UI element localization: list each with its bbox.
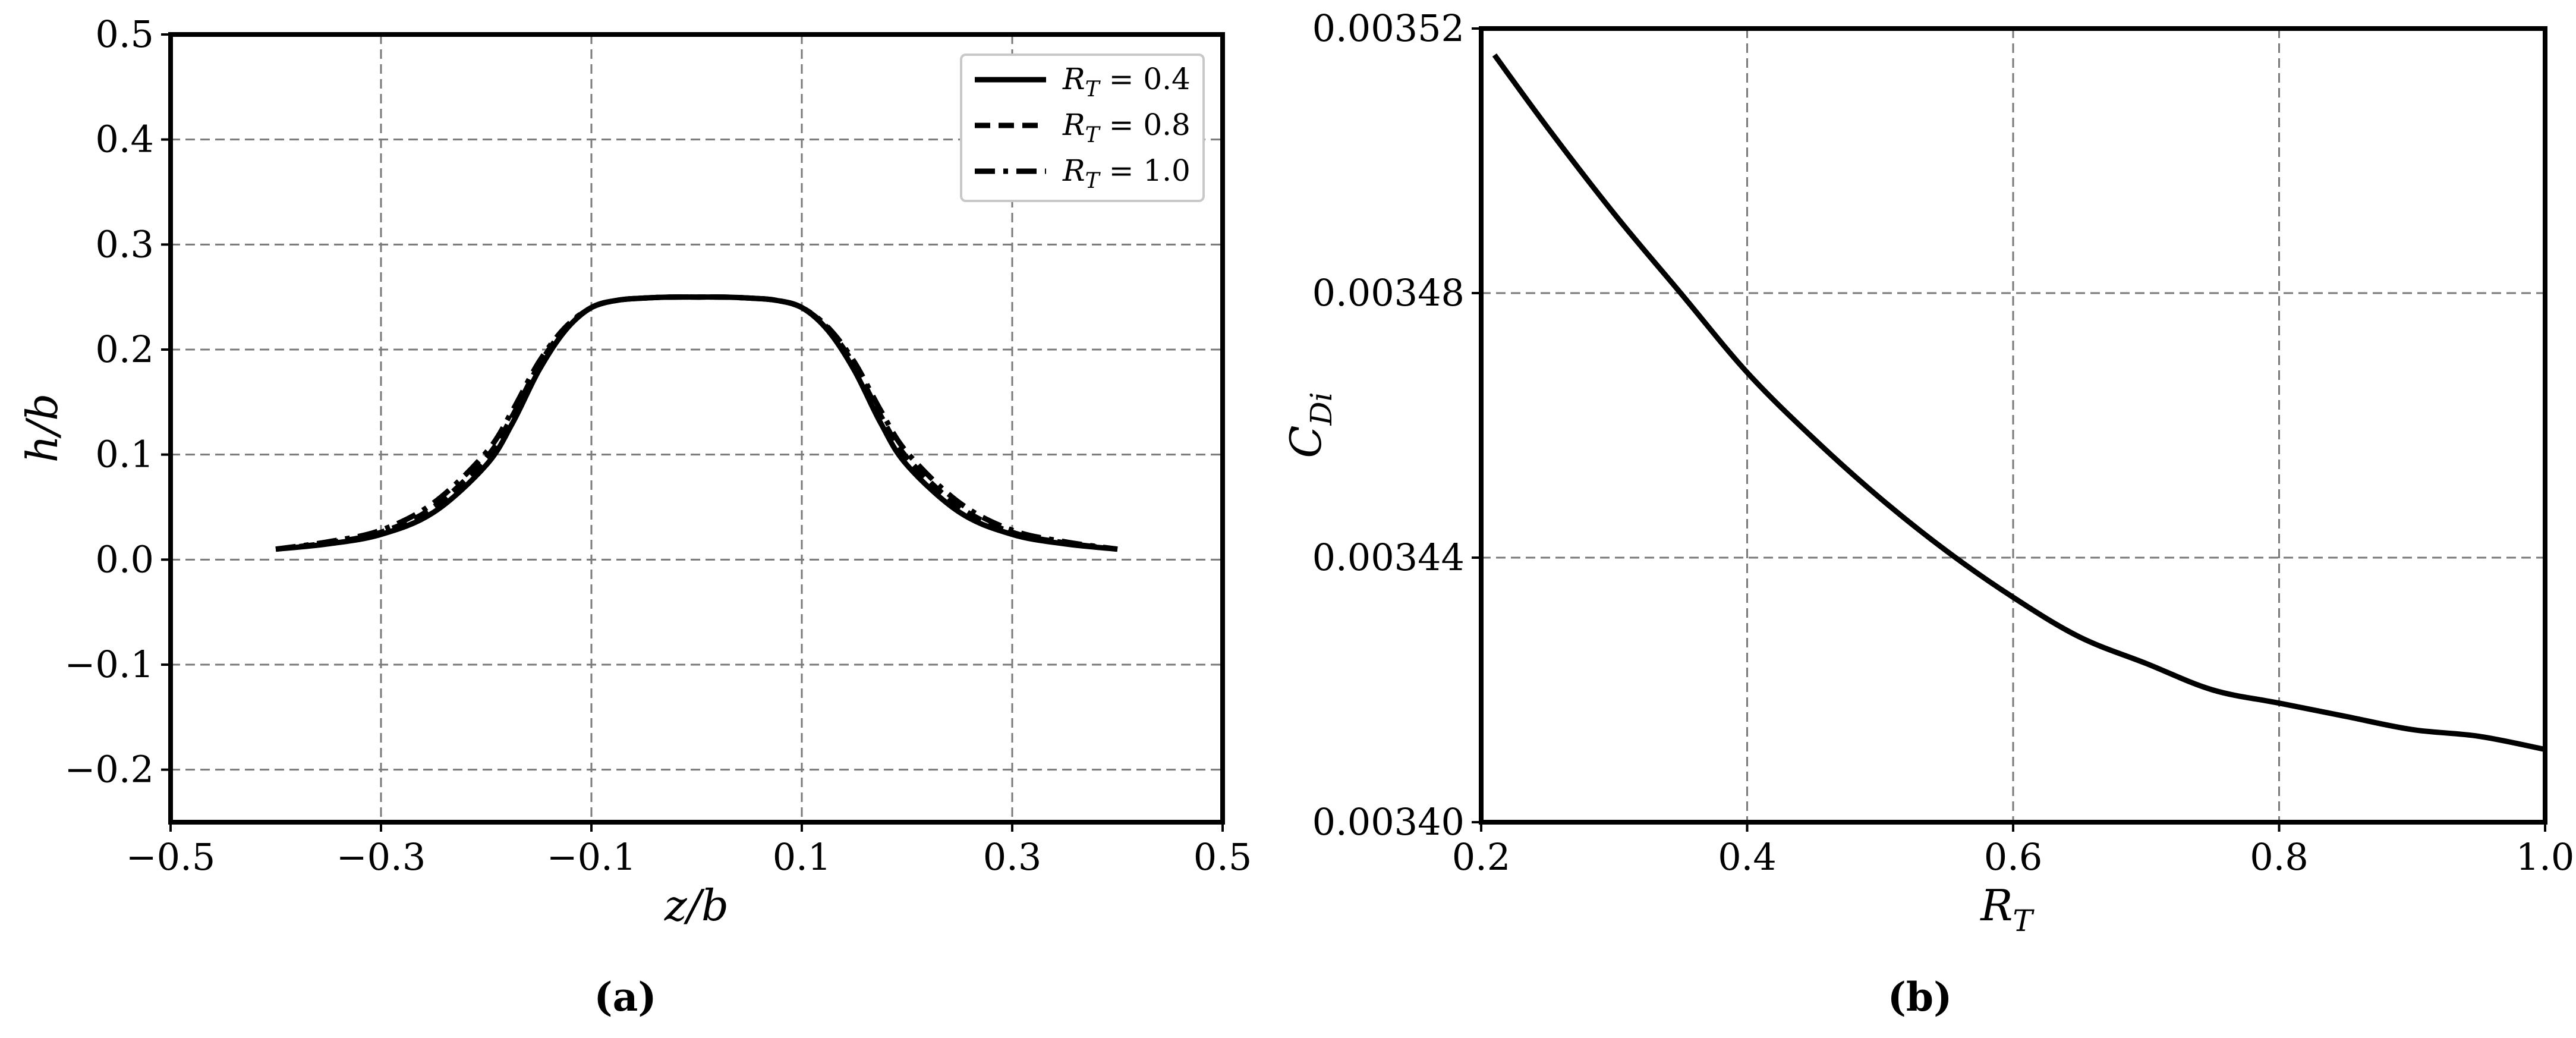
panel-a-xtick-label: −0.3 <box>336 835 426 879</box>
panel-b-ylabel: CDi <box>1281 392 1339 458</box>
panel-a-caption: (a) <box>594 974 656 1020</box>
panel-b-ytick-label: 0.00352 <box>1312 7 1465 50</box>
panel-a-series-line-2 <box>275 294 1118 552</box>
panel-a-ytick-label: −0.2 <box>64 748 154 791</box>
legend-label-1: RT = 0.4 <box>1062 62 1191 102</box>
panel-b-ticks: 0.2 0.4 0.6 0.8 1.0 0.00340 0.00344 0.00348 0.00… <box>1312 7 2575 879</box>
legend-box <box>960 54 1205 202</box>
panel-a-frame <box>168 32 1225 825</box>
panel-a-series-line-3 <box>275 294 1118 552</box>
panel-b-ytick-label: 0.00344 <box>1312 536 1465 579</box>
panel-a-xlabel: z/b <box>664 880 729 930</box>
panel-b-grid <box>1481 29 2545 822</box>
panel-a-ytick-label: 0.3 <box>95 222 154 266</box>
panel-b-ytick-label: 0.00348 <box>1312 271 1465 314</box>
panel-a-xtick-label: −0.1 <box>547 835 637 879</box>
panel-a-grid <box>171 34 1223 822</box>
panel-a-legend: RT = 0.4 RT = 0.8 RT = 1.0 <box>960 54 1205 202</box>
panel-b-xtick-label: 0.8 <box>2250 835 2309 879</box>
panel-b-ylabel-sub: Di <box>1304 392 1339 426</box>
panel-b-xtick-label: 0.4 <box>1718 835 1777 879</box>
panel-b-xtick-label: 0.6 <box>1984 835 2043 879</box>
legend-label-3: RT = 1.0 <box>1062 153 1191 193</box>
panel-a-xtick-label: −0.5 <box>126 835 216 879</box>
panel-b-ytick-label: 0.00340 <box>1312 800 1465 844</box>
panel-b-caption: (b) <box>1888 974 1953 1020</box>
panel-a-xtick-label: 0.1 <box>773 835 832 879</box>
panel-b: 0.2 0.4 0.6 0.8 1.0 0.00340 0.00344 0.00348 0.00… <box>1281 7 2574 1020</box>
panel-b-xtick-label: 0.2 <box>1452 835 1511 879</box>
panel-a-ytick-label: 0.5 <box>95 12 154 56</box>
panel-a-ytick-label: 0.0 <box>95 537 154 581</box>
panel-b-xtick-label: 1.0 <box>2516 835 2575 879</box>
panel-b-curves <box>1492 53 2546 753</box>
panel-a-ylabel: h/b <box>17 394 67 463</box>
panel-a: −0.5 −0.3 −0.1 0.1 0.3 0.5 −0.2 −0.1 0.0 0.1 0.2 0.… <box>17 12 1252 1020</box>
legend-label-2: RT = 0.8 <box>1062 108 1191 147</box>
panel-b-ylabel-main: C <box>1281 426 1331 458</box>
panel-a-ytick-label: −0.1 <box>64 643 154 686</box>
panel-a-series-line-1 <box>275 294 1118 552</box>
panel-a-xtick-label: 0.3 <box>983 835 1042 879</box>
panel-b-xlabel-sub: T <box>2013 904 2035 938</box>
panel-a-xtick-label: 0.5 <box>1193 835 1252 879</box>
panel-b-xlabel-main: R <box>1979 880 2013 930</box>
panel-a-ticks: −0.5 −0.3 −0.1 0.1 0.3 0.5 −0.2 −0.1 0.0 0.1 0.2 0.… <box>64 12 1252 879</box>
panel-b-xlabel: RT <box>1979 880 2035 938</box>
panel-a-ytick-label: 0.2 <box>95 328 154 371</box>
panel-a-ytick-label: 0.1 <box>95 433 154 476</box>
panel-a-curves <box>275 294 1118 552</box>
panel-a-ytick-label: 0.4 <box>95 118 154 161</box>
panel-b-series-line-1 <box>1492 53 2546 753</box>
